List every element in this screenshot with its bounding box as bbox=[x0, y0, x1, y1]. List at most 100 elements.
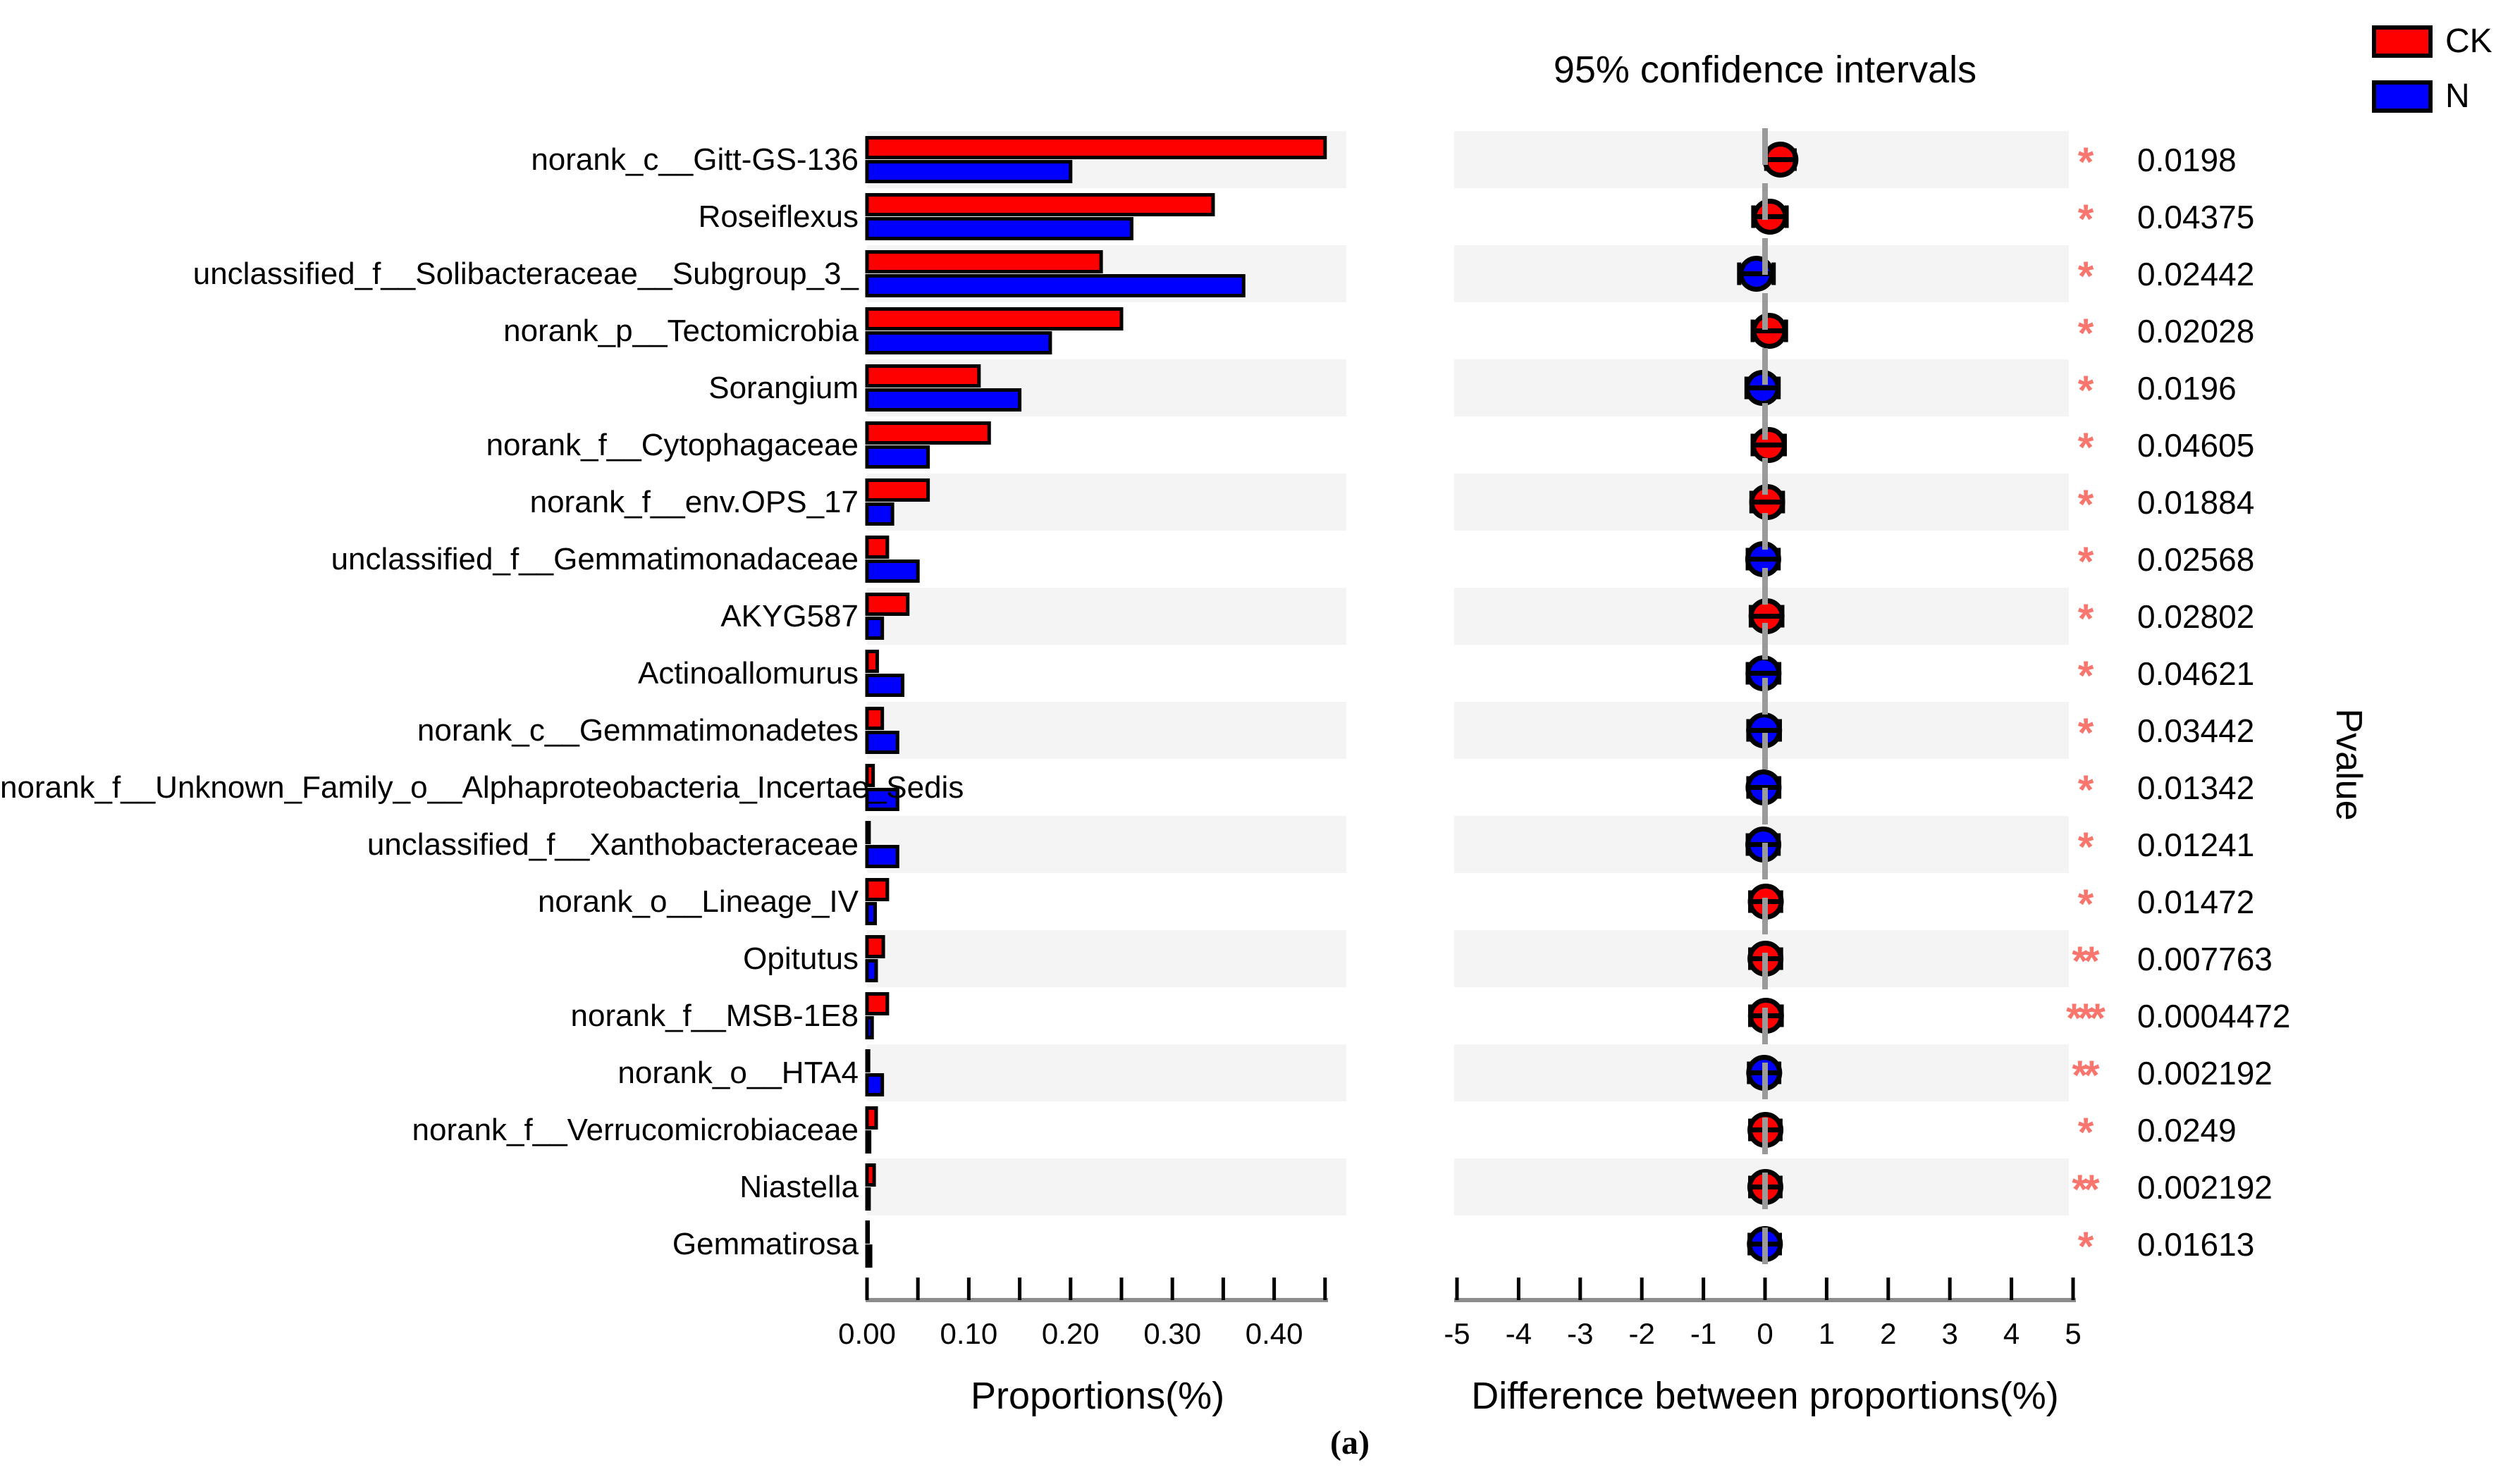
legend-item-n: N bbox=[2372, 80, 2470, 113]
axis-tick-label: -3 bbox=[1567, 1317, 1594, 1350]
row-stripe bbox=[867, 930, 1346, 987]
pvalue: 0.03442 bbox=[2137, 712, 2255, 749]
bar-n bbox=[865, 674, 905, 697]
pvalue: 0.0198 bbox=[2137, 141, 2237, 178]
bar-n bbox=[865, 1073, 885, 1096]
axis-tick-label: 1 bbox=[1818, 1317, 1836, 1350]
bar-ck bbox=[865, 1163, 876, 1187]
significance-stars: * bbox=[2077, 1109, 2094, 1156]
axis-tick-label: 0.20 bbox=[1041, 1317, 1100, 1350]
bar-ck bbox=[865, 478, 930, 502]
bar-ck bbox=[865, 878, 890, 901]
bar-ck bbox=[865, 935, 885, 958]
pvalue: 0.007763 bbox=[2137, 940, 2273, 977]
significance-stars: * bbox=[2077, 424, 2094, 471]
row-stripe bbox=[1454, 131, 2069, 188]
taxa-label: norank_o__HTA4 bbox=[617, 1055, 859, 1090]
pvalue: 0.04621 bbox=[2137, 655, 2255, 692]
significance-stars: * bbox=[2077, 481, 2094, 528]
bar-ck bbox=[865, 193, 1215, 216]
significance-stars: * bbox=[2077, 653, 2094, 699]
taxa-label: Gemmatirosa bbox=[672, 1226, 859, 1261]
significance-stars: * bbox=[2077, 710, 2094, 756]
bar-ck bbox=[865, 1049, 871, 1072]
legend-item-ck: CK bbox=[2372, 25, 2492, 58]
significance-stars: ** bbox=[2072, 938, 2099, 984]
bar-n bbox=[865, 959, 878, 982]
bar-n bbox=[865, 445, 930, 469]
pvalue: 0.02442 bbox=[2137, 255, 2255, 292]
axis-tick-label: 4 bbox=[2003, 1317, 2020, 1350]
bar-n bbox=[865, 160, 1073, 183]
significance-stars: * bbox=[2077, 767, 2094, 813]
legend-label-ck: CK bbox=[2445, 23, 2492, 60]
significance-stars: * bbox=[2077, 367, 2094, 414]
taxa-label: Opitutus bbox=[743, 941, 859, 976]
taxa-label: norank_f__MSB-1E8 bbox=[570, 998, 859, 1033]
significance-stars: * bbox=[2077, 310, 2094, 357]
axis-tick-label: -4 bbox=[1505, 1317, 1532, 1350]
bar-ck bbox=[865, 307, 1124, 330]
row-stripe bbox=[867, 1158, 1346, 1216]
bar-ck bbox=[865, 136, 1327, 159]
bar-ck bbox=[865, 992, 890, 1015]
figure-caption: (a) bbox=[1330, 1424, 1370, 1461]
significance-stars: ** bbox=[2072, 1166, 2099, 1213]
bar-n bbox=[865, 388, 1022, 412]
bar-ck bbox=[865, 1106, 878, 1130]
pvalue: 0.01342 bbox=[2137, 769, 2255, 806]
axis-tick-label: -1 bbox=[1690, 1317, 1717, 1350]
bar-n bbox=[865, 731, 899, 754]
axis-tick-label: -2 bbox=[1628, 1317, 1655, 1350]
significance-stars: * bbox=[2077, 538, 2094, 585]
pvalue: 0.01884 bbox=[2137, 483, 2255, 521]
axis-tick-label: 0.00 bbox=[838, 1317, 896, 1350]
bar-n bbox=[865, 788, 899, 811]
pvalue: 0.0004472 bbox=[2137, 997, 2291, 1034]
bar-ck bbox=[865, 707, 885, 730]
taxa-label: norank_c__Gemmatimonadetes bbox=[417, 712, 859, 748]
bar-n bbox=[865, 845, 899, 868]
taxa-label: norank_f__Unknown_Family_o__Alphaproteob… bbox=[0, 769, 964, 805]
axis-tick-label: 5 bbox=[2065, 1317, 2082, 1350]
significance-stars: * bbox=[2077, 196, 2094, 242]
axis-tick-label: 0.40 bbox=[1245, 1317, 1303, 1350]
axis-tick-label: 0.10 bbox=[940, 1317, 998, 1350]
bar-n bbox=[865, 1244, 873, 1268]
axis-tick-label: -5 bbox=[1444, 1317, 1470, 1350]
pvalue: 0.02028 bbox=[2137, 312, 2255, 350]
proportions-axis-title: Proportions(%) bbox=[970, 1375, 1225, 1417]
significance-stars: * bbox=[2077, 595, 2094, 642]
axis-tick-label: 2 bbox=[1880, 1317, 1897, 1350]
taxa-label: norank_p__Tectomicrobia bbox=[503, 313, 859, 348]
pvalue: 0.01472 bbox=[2137, 883, 2255, 920]
bar-ck bbox=[865, 250, 1103, 273]
bar-n bbox=[865, 617, 885, 640]
row-stripe bbox=[867, 1044, 1346, 1101]
pvalue: 0.002192 bbox=[2137, 1054, 2273, 1092]
row-stripe bbox=[867, 588, 1346, 645]
bar-ck bbox=[865, 764, 875, 787]
legend-swatch-ck bbox=[2372, 25, 2433, 58]
pvalue: 0.0196 bbox=[2137, 369, 2237, 407]
axis-tick-label: 3 bbox=[1941, 1317, 1958, 1350]
row-stripe bbox=[867, 702, 1346, 759]
bar-n bbox=[865, 331, 1052, 354]
taxa-label: Sorangium bbox=[708, 370, 859, 405]
significance-stars: * bbox=[2077, 881, 2094, 927]
significance-stars: * bbox=[2077, 139, 2094, 185]
row-stripe bbox=[867, 816, 1346, 873]
bar-n bbox=[865, 1187, 871, 1211]
taxa-label: norank_c__Gitt-GS-136 bbox=[531, 142, 859, 177]
significance-stars: * bbox=[2077, 824, 2094, 870]
pvalue: 0.01241 bbox=[2137, 826, 2255, 863]
row-stripe bbox=[867, 474, 1346, 531]
bar-ck bbox=[865, 364, 981, 388]
taxa-label: norank_f__env.OPS_17 bbox=[529, 484, 859, 519]
taxa-label: Niastella bbox=[739, 1169, 859, 1204]
taxa-label: AKYG587 bbox=[720, 598, 859, 633]
pvalue: 0.02568 bbox=[2137, 540, 2255, 578]
bar-ck bbox=[865, 650, 879, 673]
